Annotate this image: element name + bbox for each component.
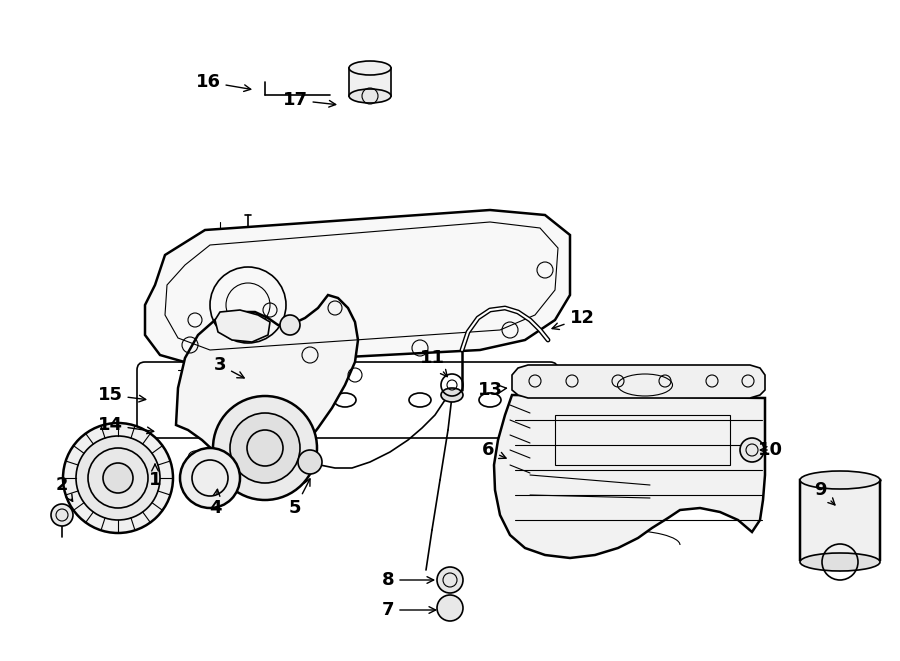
Circle shape	[76, 436, 160, 520]
Ellipse shape	[349, 61, 391, 75]
Circle shape	[63, 423, 173, 533]
Text: 1: 1	[148, 464, 161, 489]
Circle shape	[213, 396, 317, 500]
Circle shape	[280, 315, 300, 335]
Text: 13: 13	[478, 381, 507, 399]
Circle shape	[103, 463, 133, 493]
Text: 10: 10	[758, 441, 782, 459]
Polygon shape	[145, 210, 570, 365]
Text: 8: 8	[382, 571, 434, 589]
Text: 2: 2	[56, 476, 73, 501]
Polygon shape	[215, 310, 270, 342]
Text: 16: 16	[195, 73, 251, 91]
Polygon shape	[512, 365, 765, 398]
Circle shape	[180, 448, 240, 508]
Text: 5: 5	[289, 479, 310, 517]
Ellipse shape	[349, 89, 391, 103]
Polygon shape	[349, 68, 391, 96]
Ellipse shape	[441, 388, 463, 402]
Text: 4: 4	[209, 489, 221, 517]
Polygon shape	[176, 295, 358, 472]
Text: 14: 14	[97, 416, 154, 434]
Text: 6: 6	[482, 441, 506, 459]
Circle shape	[51, 504, 73, 526]
Circle shape	[437, 595, 463, 621]
Circle shape	[230, 413, 300, 483]
Text: 11: 11	[419, 349, 447, 377]
Text: 7: 7	[382, 601, 436, 619]
Text: 15: 15	[97, 386, 146, 404]
Text: 17: 17	[283, 91, 336, 109]
Circle shape	[437, 567, 463, 593]
Ellipse shape	[800, 471, 880, 489]
Circle shape	[298, 450, 322, 474]
Text: 9: 9	[814, 481, 835, 505]
Polygon shape	[800, 480, 880, 570]
Ellipse shape	[800, 553, 880, 571]
Circle shape	[740, 438, 764, 462]
Polygon shape	[494, 395, 765, 558]
Text: 3: 3	[214, 356, 244, 378]
Text: 12: 12	[552, 309, 595, 329]
